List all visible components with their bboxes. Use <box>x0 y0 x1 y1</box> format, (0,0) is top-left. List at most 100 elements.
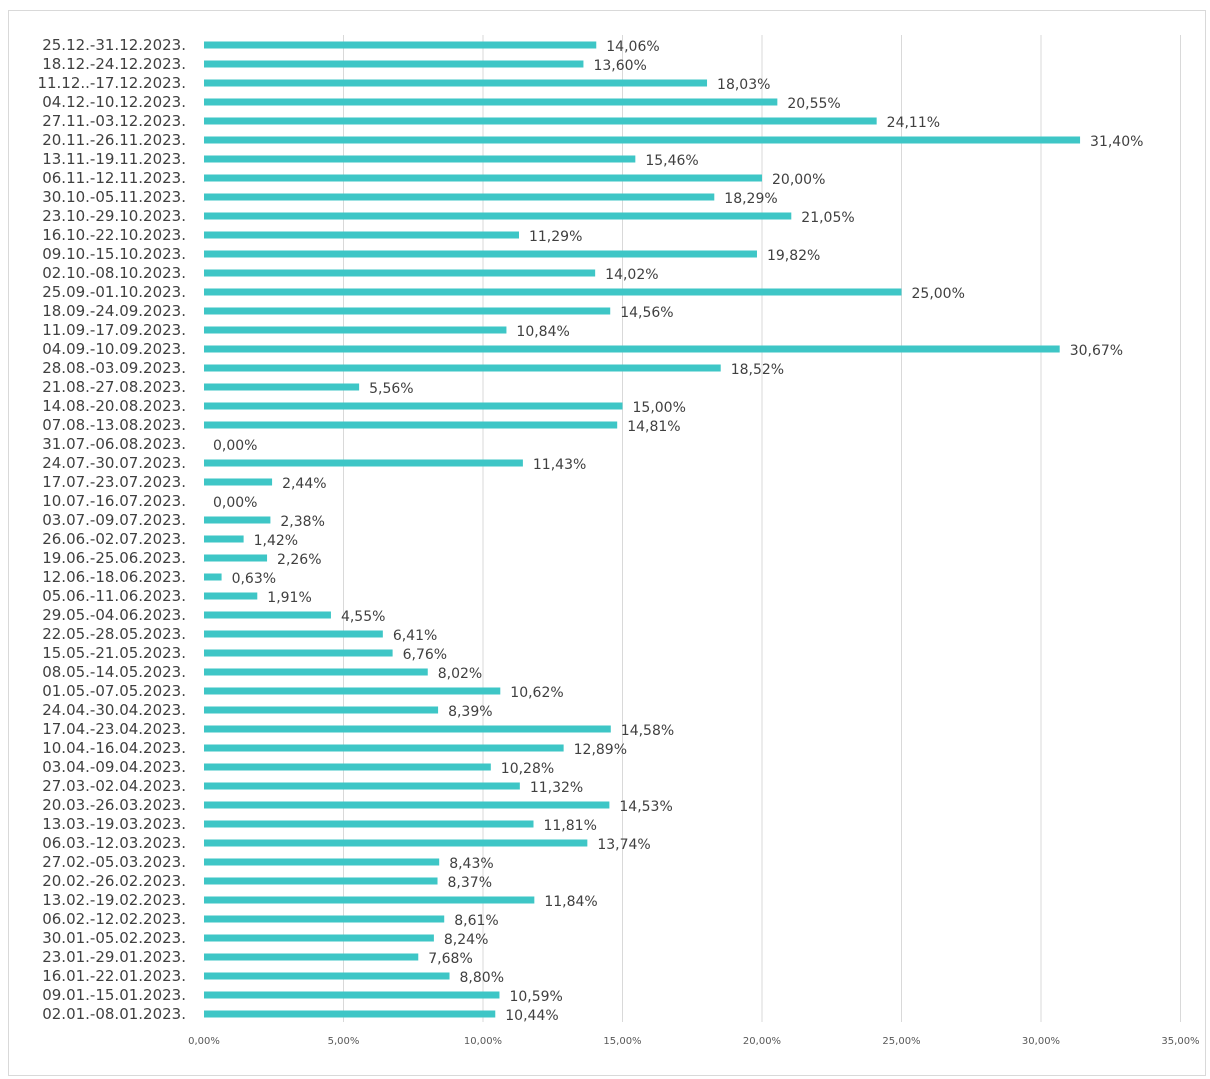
category-label: 17.04.-23.04.2023. <box>42 720 186 738</box>
category-label: 06.02.-12.02.2023. <box>42 910 186 928</box>
data-label: 11,43% <box>533 457 586 473</box>
category-label: 18.12.-24.12.2023. <box>42 55 186 73</box>
x-tick-label: 30,00% <box>1022 1036 1060 1047</box>
data-label: 8,37% <box>448 875 492 891</box>
bar <box>204 668 428 676</box>
data-label: 15,46% <box>645 153 698 169</box>
bar <box>204 516 271 524</box>
data-label: 25,00% <box>912 286 965 302</box>
bar <box>204 763 491 771</box>
category-label: 06.03.-12.03.2023. <box>42 834 186 852</box>
data-label: 11,84% <box>544 894 597 910</box>
bar <box>204 136 1081 144</box>
bar <box>204 782 520 790</box>
category-label: 25.12.-31.12.2023. <box>42 36 186 54</box>
bar <box>204 193 715 201</box>
data-label: 12,89% <box>574 742 627 758</box>
category-label: 18.09.-24.09.2023. <box>42 302 186 320</box>
data-label: 8,61% <box>454 913 498 929</box>
x-axis-tick-labels: 0,00% 5,00% 10,00% 15,00% 20,00% 25,00% 30,00%… <box>188 1036 1199 1047</box>
category-label: 25.09.-01.10.2023. <box>42 283 186 301</box>
category-label: 28.08.-03.09.2023. <box>42 359 186 377</box>
bar <box>204 592 258 600</box>
bar <box>204 953 419 961</box>
category-label: 03.04.-09.04.2023. <box>42 758 186 776</box>
category-label: 30.10.-05.11.2023. <box>42 188 186 206</box>
category-label: 20.02.-26.02.2023. <box>42 872 186 890</box>
category-label: 16.10.-22.10.2023. <box>42 226 186 244</box>
x-tick-label: 20,00% <box>743 1036 781 1047</box>
bar <box>204 744 564 752</box>
category-label: 14.08.-20.08.2023. <box>42 397 186 415</box>
bars <box>204 41 1081 1018</box>
category-label: 11.09.-17.09.2023. <box>42 321 186 339</box>
category-label: 17.07.-23.07.2023. <box>42 473 186 491</box>
category-label: 13.02.-19.02.2023. <box>42 891 186 909</box>
category-label: 08.05.-14.05.2023. <box>42 663 186 681</box>
bar <box>204 421 618 429</box>
data-label: 8,39% <box>448 704 492 720</box>
category-label: 22.05.-28.05.2023. <box>42 625 186 643</box>
data-label: 13,60% <box>593 58 646 74</box>
bar <box>204 41 597 49</box>
bar <box>204 345 1060 353</box>
x-tick-label: 25,00% <box>882 1036 920 1047</box>
bar <box>204 630 383 638</box>
category-label: 09.10.-15.10.2023. <box>42 245 186 263</box>
data-label: 10,84% <box>516 324 569 340</box>
category-label: 20.11.-26.11.2023. <box>42 131 186 149</box>
data-label: 21,05% <box>801 210 854 226</box>
bar <box>204 649 393 657</box>
data-label: 8,02% <box>438 666 482 682</box>
category-label: 10.07.-16.07.2023. <box>42 492 186 510</box>
category-label: 26.06.-02.07.2023. <box>42 530 186 548</box>
x-tick-label: 35,00% <box>1161 1036 1199 1047</box>
category-label: 03.07.-09.07.2023. <box>42 511 186 529</box>
category-label: 02.01.-08.01.2023. <box>42 1005 186 1023</box>
data-label: 10,28% <box>501 761 554 777</box>
data-label: 1,42% <box>254 533 298 549</box>
data-label: 14,81% <box>627 419 680 435</box>
category-label: 23.10.-29.10.2023. <box>42 207 186 225</box>
data-label: 24,11% <box>887 115 940 131</box>
category-label: 04.09.-10.09.2023. <box>42 340 186 358</box>
data-label: 8,24% <box>444 932 488 948</box>
bar <box>204 706 439 714</box>
bar <box>204 250 757 258</box>
category-label: 27.03.-02.04.2023. <box>42 777 186 795</box>
category-label: 24.07.-30.07.2023. <box>42 454 186 472</box>
category-label: 29.05.-04.06.2023. <box>42 606 186 624</box>
data-label: 14,58% <box>621 723 674 739</box>
category-label: 07.08.-13.08.2023. <box>42 416 186 434</box>
data-label: 30,67% <box>1070 343 1123 359</box>
bar <box>204 934 434 942</box>
bar <box>204 725 611 733</box>
data-label: 8,80% <box>460 970 504 986</box>
bar <box>204 459 523 467</box>
bar <box>204 174 762 182</box>
bar <box>204 478 273 486</box>
category-label: 30.01.-05.02.2023. <box>42 929 186 947</box>
data-label: 14,06% <box>606 39 659 55</box>
category-label: 16.01.-22.01.2023. <box>42 967 186 985</box>
bar <box>204 573 222 581</box>
bar <box>204 1010 496 1018</box>
data-label: 18,03% <box>717 77 770 93</box>
bar <box>204 79 708 87</box>
category-label: 13.03.-19.03.2023. <box>42 815 186 833</box>
bar <box>204 155 636 163</box>
data-label: 2,44% <box>282 476 326 492</box>
data-label: 0,63% <box>232 571 276 587</box>
x-tick-label: 5,00% <box>328 1036 360 1047</box>
data-label: 14,53% <box>619 799 672 815</box>
data-label: 6,76% <box>403 647 447 663</box>
data-label: 2,38% <box>280 514 324 530</box>
data-label: 1,91% <box>267 590 311 606</box>
data-label: 8,43% <box>449 856 493 872</box>
bar <box>204 60 584 68</box>
data-label: 18,29% <box>724 191 777 207</box>
bar <box>204 326 507 334</box>
category-label: 27.11.-03.12.2023. <box>42 112 186 130</box>
data-labels: 14,06% 13,60% 18,03% 20,55% 24,11% 31,40% 15,4… <box>213 39 1143 1024</box>
